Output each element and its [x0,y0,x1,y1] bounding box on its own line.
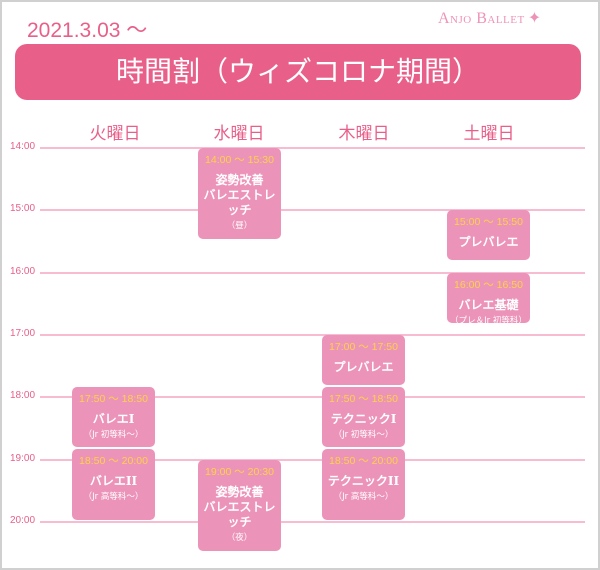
class-time: 14:00 ～ 15:30 [205,154,274,166]
class-time: 17:00 ～ 17:50 [329,340,398,353]
class-time: 17:50 ～ 18:50 [329,392,398,405]
hour-line [40,147,585,149]
class-time: 17:50 ～ 18:50 [79,392,148,405]
time-label: 18:00 [10,390,36,402]
class-name-line: バレエストレッチ [203,188,276,217]
class-block[interactable]: 18:50 ～ 20:00 バレエII （Jr 高等科～） [72,449,155,520]
class-block[interactable]: 18:50 ～ 20:00 テクニックII （Jr 高等科～） [322,449,405,520]
class-block[interactable]: 17:50 ～ 18:50 テクニックI （Jr 初等科～） [322,386,405,448]
time-label: 15:00 [10,203,36,215]
day-header: 木曜日 [338,124,390,144]
class-note: （Jr 高等科～） [333,492,394,503]
class-note: （昼） [226,221,253,231]
hour-line [40,271,585,274]
class-time: 18:50 ～ 20:00 [329,455,398,468]
class-name-line: プレバレエ [458,235,519,250]
time-label: 20:00 [10,514,36,526]
class-name: バレエ基礎 [447,298,530,313]
class-name-line: バレエストレッチ [203,499,276,529]
class-block[interactable]: 16:00 ～ 16:50 バレエ基礎 （プレ＆Jr 初等科） [447,272,530,326]
logo: Anjo Ballet ✦ [438,8,542,28]
hour-line [40,458,585,461]
time-label: 14:00 [10,141,36,152]
class-name: バレエII [72,474,155,489]
class-block[interactable]: 14:00 ～ 15:30 姿勢改善 バレエストレッチ （昼） [198,148,281,240]
class-block[interactable]: 17:00 ～ 17:50 プレバレエ [322,334,405,385]
class-time: 19:00 ～ 20:30 [205,465,274,478]
time-label: 16:00 [10,265,36,277]
class-name: プレバレエ [447,235,530,250]
class-note: （Jr 初等科～） [83,429,144,440]
hour-line [40,333,585,336]
class-name-line: テクニックII [327,474,400,489]
class-block[interactable]: 15:00 ～ 15:50 プレバレエ [447,210,530,261]
effective-date: 2021.3.03 ～ [27,19,148,42]
class-time: 15:00 ～ 15:50 [454,216,523,229]
day-header: 火曜日 [89,124,141,144]
class-name-line: テクニックI [330,411,397,426]
class-name: テクニックI [322,412,405,427]
class-name-line: バレエI [92,411,135,426]
day-header: 土曜日 [463,124,515,144]
class-time: 18:50 ～ 20:00 [79,455,148,468]
class-name: バレエI [72,412,155,427]
class-name: プレバレエ [322,360,405,375]
class-name-line: バレエII [89,474,138,489]
page-title: 時間割（ウィズコロナ期間） [15,44,581,100]
class-block[interactable]: 17:50 ～ 18:50 バレエI （Jr 初等科～） [72,386,155,448]
class-name: 姿勢改善 バレエストレッチ [198,485,281,530]
class-time: 16:00 ～ 16:50 [454,278,523,291]
class-note: （Jr 初等科～） [333,429,394,440]
class-name-line: プレバレエ [333,359,394,374]
class-note: （プレ＆Jr 初等科） [450,315,527,326]
class-note: （Jr 高等科～） [83,492,144,503]
hour-line [40,209,585,212]
hour-line [40,520,585,523]
day-header: 水曜日 [213,124,265,144]
logo-text: Anjo Ballet [438,10,525,27]
ballerina-icon: ✦ [527,10,542,27]
time-label: 17:00 [10,327,36,339]
class-name: テクニックII [322,474,405,489]
class-name-line: 姿勢改善 [215,484,264,499]
class-name-line: 姿勢改善 [215,173,264,187]
class-name-line: バレエ基礎 [458,297,519,312]
class-name: 姿勢改善 バレエストレッチ [198,173,281,218]
class-note: （夜） [226,532,253,543]
class-block[interactable]: 19:00 ～ 20:30 姿勢改善 バレエストレッチ （夜） [198,459,281,551]
time-label: 19:00 [10,452,36,464]
hour-line [40,396,585,399]
